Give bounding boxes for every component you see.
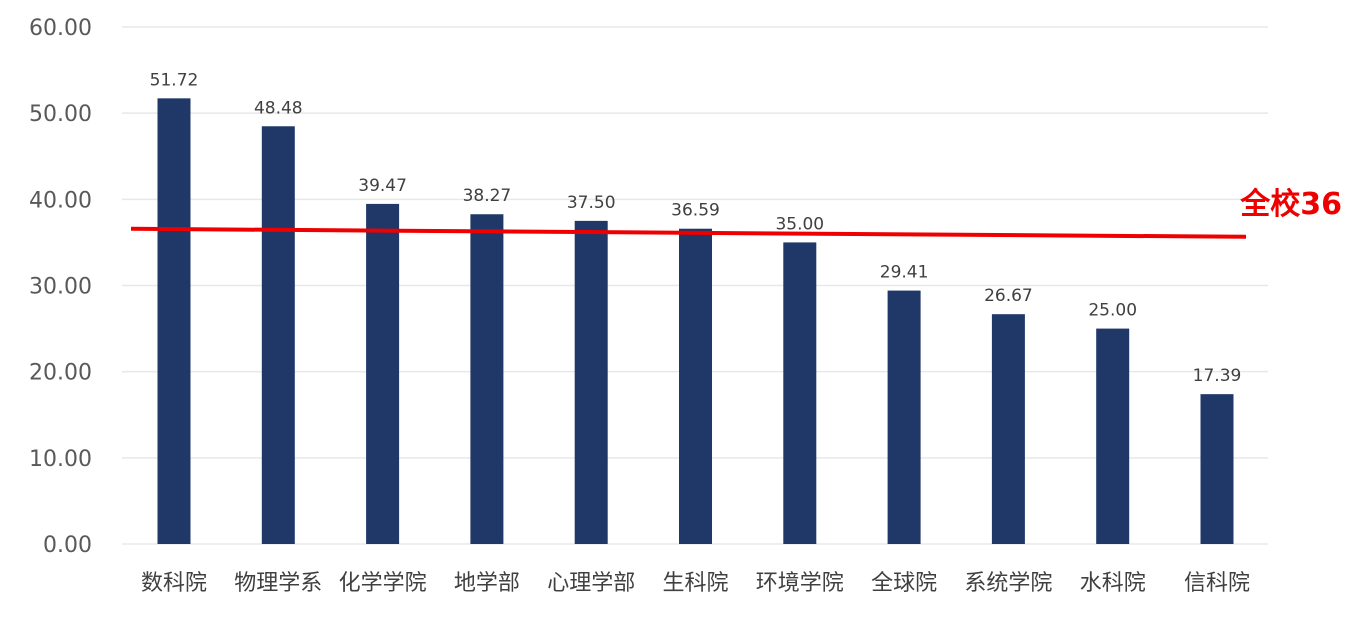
bar — [1096, 328, 1130, 544]
x-category-label: 水科院 — [1080, 571, 1146, 596]
x-category-label: 环境学院 — [756, 571, 844, 596]
x-category-label: 系统学院 — [964, 571, 1052, 596]
reference-line-label: 全校36 — [1239, 187, 1342, 222]
bar-value-label: 29.41 — [880, 263, 929, 283]
y-tick-label: 50.00 — [29, 102, 92, 127]
bar-value-label: 25.00 — [1088, 301, 1137, 321]
x-category-label: 生科院 — [662, 571, 728, 596]
bar — [574, 220, 608, 544]
bar-value-label: 37.50 — [567, 193, 616, 213]
data-labels: 51.72 48.48 39.47 38.27 37.50 36.59 35.00 29.41… — [150, 70, 1242, 386]
bar-value-label: 35.00 — [775, 214, 824, 234]
bar — [679, 228, 712, 544]
x-category-label: 地学部 — [454, 571, 520, 596]
bar-value-label: 26.67 — [984, 286, 1033, 306]
bar-value-label: 17.39 — [1193, 366, 1242, 386]
bar — [157, 98, 191, 544]
bar — [1200, 394, 1234, 544]
bar — [783, 242, 817, 544]
y-tick-label: 40.00 — [29, 188, 92, 213]
bar-value-label: 51.72 — [150, 70, 199, 90]
y-tick-label: 60.00 — [29, 16, 92, 41]
x-axis-categories: 数科院 物理学系 化学学院 地学部 心理学部 生科院 环境学院 全球院 系统学院 水科院 信科院 — [141, 571, 1250, 596]
x-category-label: 全球院 — [871, 571, 937, 596]
bars — [157, 98, 1234, 545]
bar — [366, 203, 400, 545]
bar — [991, 314, 1025, 544]
bar-value-label: 48.48 — [254, 98, 303, 118]
y-tick-label: 10.00 — [29, 447, 92, 472]
y-tick-label: 20.00 — [29, 361, 92, 386]
bar — [470, 214, 504, 544]
y-tick-label: 0.00 — [43, 533, 92, 558]
bar-value-label: 38.27 — [463, 186, 512, 206]
x-category-label: 信科院 — [1184, 571, 1250, 596]
y-tick-label: 30.00 — [29, 275, 92, 300]
x-category-label: 化学学院 — [339, 571, 427, 596]
reference-line-group: 全校36 — [130, 187, 1342, 239]
bar — [261, 126, 295, 544]
reference-line — [130, 226, 1247, 239]
bar — [887, 290, 921, 544]
bar-value-label: 39.47 — [358, 176, 407, 196]
x-category-label: 数科院 — [141, 571, 207, 596]
x-category-label: 物理学系 — [234, 571, 322, 596]
bar-value-label: 36.59 — [671, 201, 720, 221]
x-category-label: 心理学部 — [547, 571, 635, 596]
y-axis-ticks: 0.00 10.00 20.00 30.00 40.00 50.00 60.00 — [29, 16, 92, 558]
